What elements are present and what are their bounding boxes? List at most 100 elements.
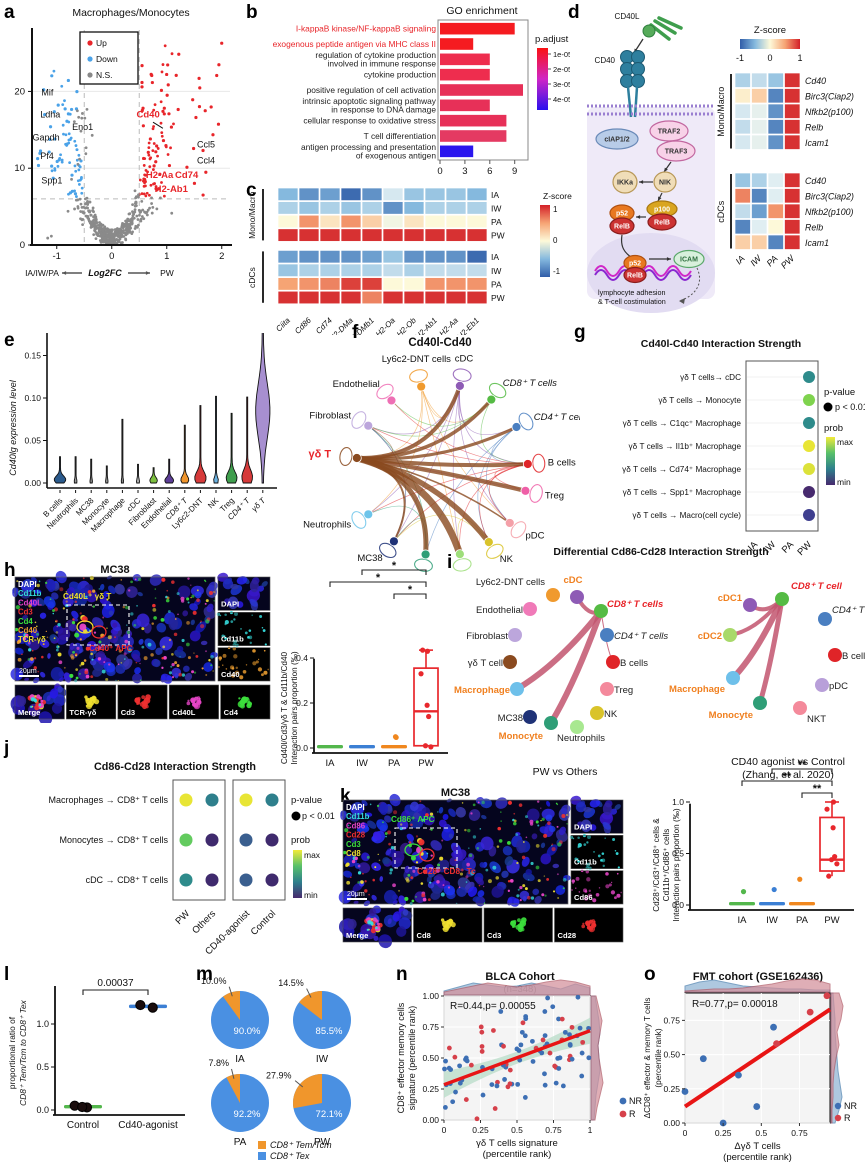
svg-text:*: * xyxy=(392,560,397,572)
svg-text:27.9%: 27.9% xyxy=(266,1070,292,1080)
svg-text:γδ T: γδ T xyxy=(250,495,268,513)
svg-text:Cd8: Cd8 xyxy=(346,849,361,858)
svg-text:0.4: 0.4 xyxy=(296,653,308,663)
svg-text:Icam1: Icam1 xyxy=(805,238,829,248)
svg-text:Cd40: Cd40 xyxy=(137,110,160,121)
svg-text:ΔCD8⁺ effector & memory T cell: ΔCD8⁺ effector & memory T cells xyxy=(643,998,652,1119)
svg-text:Down: Down xyxy=(96,54,118,64)
panel-letter-c: c xyxy=(246,180,257,201)
svg-text:Mif: Mif xyxy=(41,87,53,97)
svg-text:PA: PA xyxy=(765,253,780,268)
svg-text:B cell: B cell xyxy=(842,651,865,662)
svg-text:BLCA Cohort: BLCA Cohort xyxy=(485,971,555,983)
svg-text:PW: PW xyxy=(779,252,797,270)
svg-text:Δγδ T cells: Δγδ T cells xyxy=(734,1141,781,1152)
svg-text:T cell differentiation: T cell differentiation xyxy=(364,131,437,141)
svg-text:of exogenous antigen: of exogenous antigen xyxy=(356,151,436,161)
svg-text:Up: Up xyxy=(96,38,107,48)
svg-text:Cd40L⁺ γδ T: Cd40L⁺ γδ T xyxy=(63,592,111,601)
svg-text:& T-cell costimulation: & T-cell costimulation xyxy=(598,297,666,306)
svg-text:90.0%: 90.0% xyxy=(234,1026,261,1037)
svg-text:3e-05: 3e-05 xyxy=(553,80,570,89)
svg-text:72.1%: 72.1% xyxy=(316,1109,343,1120)
svg-text:CD4⁺ T cell: CD4⁺ T cell xyxy=(832,605,865,616)
svg-text:positive regulation of cell ac: positive regulation of cell activation xyxy=(307,85,437,95)
svg-text:0.25: 0.25 xyxy=(715,1128,732,1138)
svg-text:CD8⁺ effector memory cells: CD8⁺ effector memory cells xyxy=(396,1002,406,1113)
svg-text:IW: IW xyxy=(356,758,368,769)
svg-text:CD40: CD40 xyxy=(595,56,616,65)
svg-text:Ldha: Ldha xyxy=(40,110,60,120)
svg-text:2: 2 xyxy=(219,251,224,262)
panel-l-strip: proportional ratio of CD8⁺ Tem/Tcm to CD8… xyxy=(5,968,195,1167)
panel-k-boxplot: Cd28⁺/Cd3⁺/Cd8⁺ cells & Cd11b⁺/Cd86⁺ cell… xyxy=(650,755,865,980)
svg-text:PA: PA xyxy=(796,915,809,926)
svg-text:Endothelial: Endothelial xyxy=(333,379,380,390)
panel-o-scatter: FMT cohort (GSE162436) R=0.77,p= 0.00018 0… xyxy=(640,968,865,1167)
panel-n-scatter: BLCA Cohort(n=348)R=0.44,p= 0.0005500.25… xyxy=(392,968,642,1167)
svg-text:Cd40L: Cd40L xyxy=(172,708,196,717)
svg-text:R=0.44,p= 0.00055: R=0.44,p= 0.00055 xyxy=(450,1001,536,1012)
panel-letter-h: h xyxy=(4,560,16,581)
svg-text:Cd4: Cd4 xyxy=(18,617,33,626)
svg-text:regulation of cytokine product: regulation of cytokine production xyxy=(315,50,436,60)
svg-text:-1: -1 xyxy=(53,251,61,262)
svg-text:(percentile rank): (percentile rank) xyxy=(723,1152,792,1163)
svg-text:(percentile rank): (percentile rank) xyxy=(654,1028,663,1087)
svg-text:Cd40: Cd40 xyxy=(221,670,240,679)
svg-text:Cd3: Cd3 xyxy=(346,840,361,849)
svg-text:Relb: Relb xyxy=(805,222,823,232)
svg-text:Spp1: Spp1 xyxy=(41,176,62,186)
panel-letter-e: e xyxy=(4,330,15,351)
svg-text:DAPI: DAPI xyxy=(221,599,239,608)
svg-text:*: * xyxy=(376,572,381,584)
svg-text:Monocytes → CD8⁺ T cells: Monocytes → CD8⁺ T cells xyxy=(60,835,169,845)
svg-text:intrinsic apoptotic signaling: intrinsic apoptotic signaling pathway xyxy=(302,96,436,106)
svg-text:IA: IA xyxy=(491,252,499,262)
interaction-boxplot-k: Cd28⁺/Cd3⁺/Cd8⁺ cells & Cd11b⁺/Cd86⁺ cell… xyxy=(652,759,854,926)
svg-text:cDCs: cDCs xyxy=(247,267,257,288)
svg-text:0.00037: 0.00037 xyxy=(97,978,134,989)
svg-text:PA: PA xyxy=(491,279,502,289)
svg-text:NK: NK xyxy=(500,554,514,565)
svg-text:γδ T cells → Macro(cell cycle): γδ T cells → Macro(cell cycle) xyxy=(632,511,741,520)
svg-text:signature (percentile rank): signature (percentile rank) xyxy=(407,1006,417,1111)
svg-text:p.adjust: p.adjust xyxy=(535,34,569,45)
svg-text:γδ T cells → Spp1⁺ Macrophage: γδ T cells → Spp1⁺ Macrophage xyxy=(623,488,742,497)
svg-text:0.0: 0.0 xyxy=(672,900,684,910)
svg-text:PA: PA xyxy=(234,1137,247,1148)
svg-text:MC38: MC38 xyxy=(498,713,523,724)
svg-text:Eno1: Eno1 xyxy=(72,122,93,132)
svg-text:IA: IA xyxy=(491,190,499,200)
svg-text:Neutrophils: Neutrophils xyxy=(557,733,605,744)
svg-text:Birc3(Ciap2): Birc3(Ciap2) xyxy=(805,191,854,201)
svg-text:IW: IW xyxy=(491,266,501,276)
svg-text:Gapdh: Gapdh xyxy=(33,133,60,143)
svg-text:Cd28⁺ CD8⁺ Tc: Cd28⁺ CD8⁺ Tc xyxy=(417,867,476,876)
svg-text:max: max xyxy=(304,850,321,860)
svg-text:(Zhang, et al. 2020): (Zhang, et al. 2020) xyxy=(742,769,834,781)
svg-text:0.15: 0.15 xyxy=(24,351,41,361)
svg-text:Treg: Treg xyxy=(545,491,564,502)
svg-text:CD8⁺ Tex: CD8⁺ Tex xyxy=(270,1151,310,1161)
svg-text:γδ T cells→ cDC: γδ T cells→ cDC xyxy=(680,373,741,382)
svg-text:0.75: 0.75 xyxy=(791,1128,808,1138)
svg-text:0: 0 xyxy=(442,1125,447,1135)
svg-text:Mono/Macro: Mono/Macro xyxy=(716,87,726,137)
svg-text:IA: IA xyxy=(738,915,748,926)
svg-text:0.5: 0.5 xyxy=(511,1125,523,1135)
svg-text:10: 10 xyxy=(14,163,25,174)
svg-text:Cd11b: Cd11b xyxy=(346,812,370,821)
panel-c-heatmap: IA IW PA PW Mono/Macro IA IW PA PW cDCs Ciita Cd86 C… xyxy=(240,185,575,335)
svg-text:NR: NR xyxy=(844,1101,857,1111)
svg-text:Cd11b: Cd11b xyxy=(574,858,597,867)
svg-text:IA: IA xyxy=(326,758,336,769)
panel-m-pies: 10.0% 90.0% IA 14.5% 85.5% IW 7.8% 92.2% PA 27.9%… xyxy=(192,968,397,1167)
svg-text:20μm: 20μm xyxy=(19,668,37,675)
panel-e-violin: Cd40lg expression level 0.00 0.05 0.10 0.15 B… xyxy=(5,333,290,580)
svg-text:Monocyte: Monocyte xyxy=(709,710,753,721)
svg-text:p-value: p-value xyxy=(291,795,322,806)
panel-letter-i: i xyxy=(447,552,453,573)
panel-h-boxplot: Cd40l/Cd3/γδ T & Cd11b/Cd40 Interaction p… xyxy=(278,555,460,797)
svg-text:MC38: MC38 xyxy=(100,564,129,576)
